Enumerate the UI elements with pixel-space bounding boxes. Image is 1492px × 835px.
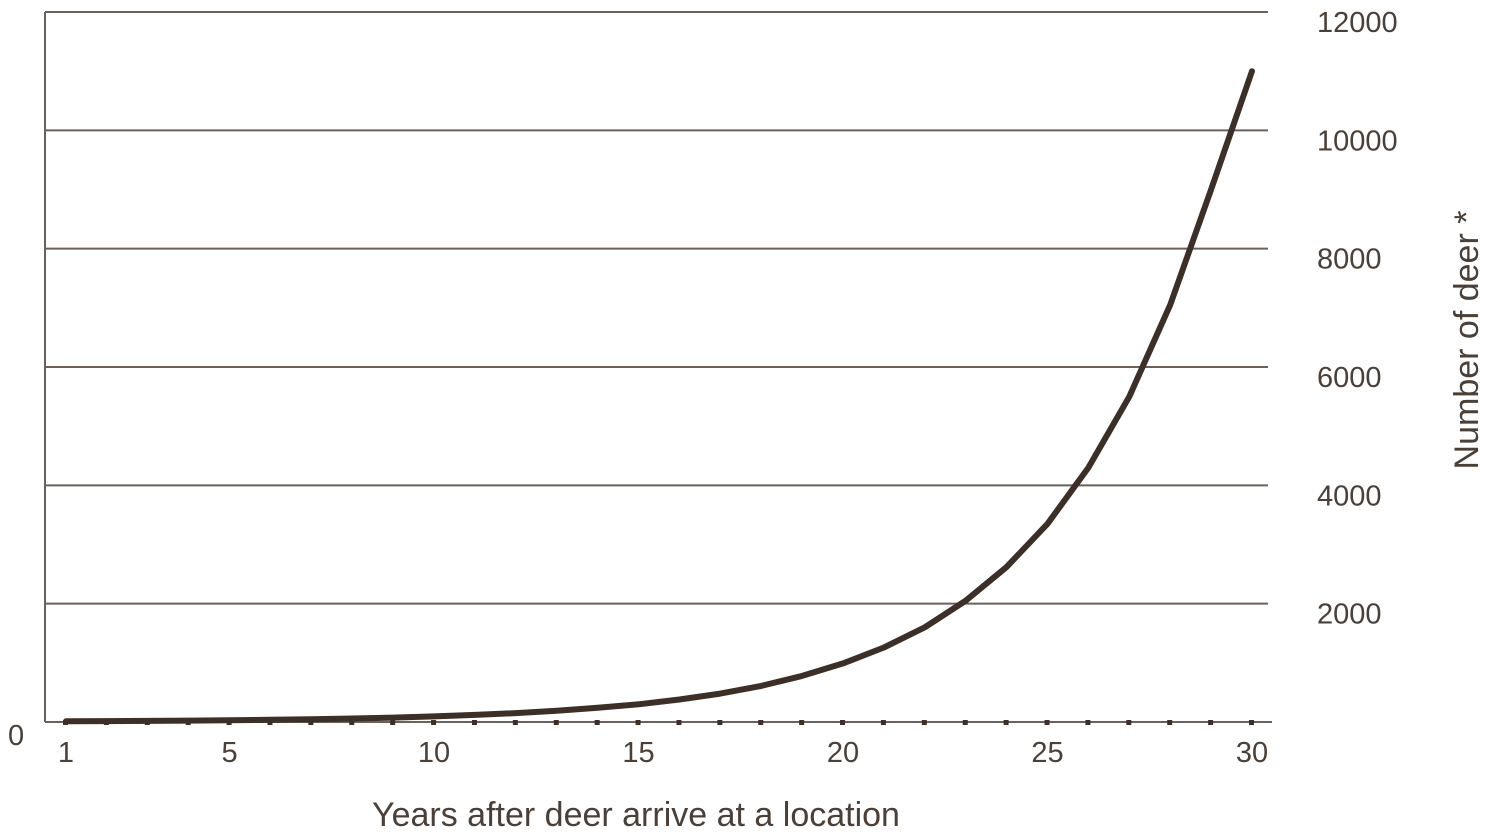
x-axis-dot bbox=[1044, 720, 1050, 725]
x-axis-dot bbox=[962, 720, 968, 725]
x-axis-dot bbox=[840, 720, 846, 725]
y-tick-label: 6000 bbox=[1317, 362, 1382, 394]
x-axis-dot bbox=[921, 720, 927, 725]
x-axis-dot bbox=[1167, 720, 1173, 725]
x-axis-dot bbox=[799, 720, 805, 725]
y-tick-label: 8000 bbox=[1317, 244, 1382, 276]
x-axis-dot bbox=[880, 720, 886, 725]
y-tick-label: 4000 bbox=[1317, 480, 1382, 512]
x-tick-label: 25 bbox=[1031, 737, 1063, 769]
x-tick-label: 1 bbox=[58, 737, 74, 769]
x-axis-dot bbox=[758, 720, 764, 725]
x-axis-dot bbox=[1249, 720, 1254, 725]
y-tick-label: 10000 bbox=[1317, 125, 1398, 157]
y-axis-label: Number of deer * bbox=[1448, 211, 1486, 470]
x-axis-dot bbox=[390, 720, 396, 725]
x-axis-dot bbox=[676, 720, 682, 725]
x-tick-label: 5 bbox=[222, 737, 238, 769]
x-axis-dot bbox=[1003, 720, 1009, 725]
x-axis-dot bbox=[717, 720, 723, 725]
x-tick-label: 30 bbox=[1236, 737, 1268, 769]
y-tick-label: 2000 bbox=[1317, 599, 1382, 631]
y-tick-label: 12000 bbox=[1317, 7, 1398, 39]
x-axis-dot bbox=[431, 720, 437, 725]
x-axis-dot bbox=[1126, 720, 1132, 725]
x-axis-dot bbox=[1085, 720, 1091, 725]
x-axis-dot bbox=[471, 720, 477, 725]
x-tick-label: 20 bbox=[827, 737, 859, 769]
zero-label: 0 bbox=[8, 720, 24, 752]
y-tick-labels: 2000 4000 6000 8000 10000 12000 bbox=[1317, 7, 1398, 631]
series-line bbox=[63, 68, 1255, 725]
x-axis-dot bbox=[512, 720, 518, 725]
x-axis-label: Years after deer arrive at a location bbox=[372, 796, 900, 834]
x-axis-dot bbox=[635, 720, 641, 725]
x-axis-dot bbox=[349, 720, 355, 725]
gridlines bbox=[45, 11, 1268, 605]
x-axis-dot bbox=[553, 720, 559, 725]
x-tick-labels: 1 5 10 15 20 25 30 bbox=[58, 737, 1268, 769]
x-axis-dot bbox=[594, 720, 600, 725]
x-axis-dot bbox=[1208, 720, 1214, 725]
x-tick-label: 10 bbox=[418, 737, 450, 769]
x-axis-dot bbox=[308, 720, 314, 725]
x-tick-label: 15 bbox=[622, 737, 654, 769]
